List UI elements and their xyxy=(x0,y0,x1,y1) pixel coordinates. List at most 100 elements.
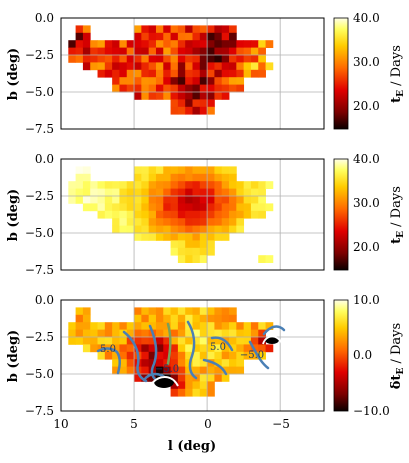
heatmap-cell xyxy=(82,188,91,197)
heatmap-cell xyxy=(185,381,193,390)
heatmap-cell xyxy=(199,47,208,56)
cbar-top-tick-30: 30.0 xyxy=(353,55,380,69)
heatmap-cell xyxy=(229,173,237,182)
heatmap-cell xyxy=(97,196,106,204)
heatmap-cell xyxy=(134,166,142,175)
heatmap-cell xyxy=(141,188,150,197)
heatmap-cell xyxy=(170,307,179,316)
heatmap-cell xyxy=(199,337,208,345)
heatmap-cell xyxy=(148,77,157,85)
heatmap-cell xyxy=(155,351,164,360)
heatmap-cell xyxy=(221,32,230,41)
heatmap-cell xyxy=(229,84,237,93)
heatmap-cell xyxy=(229,314,237,323)
heatmap-cell xyxy=(170,84,179,93)
heatmap-cell xyxy=(155,32,164,41)
heatmap-cell xyxy=(192,240,201,249)
cbar-mid-label-sub: E xyxy=(396,231,406,238)
heatmap-cell xyxy=(141,218,150,226)
heatmap-cell xyxy=(134,196,142,204)
heatmap-cell xyxy=(141,366,150,375)
heatmap-cell xyxy=(236,218,245,226)
heatmap-cell xyxy=(185,314,193,323)
heatmap-cell xyxy=(185,329,193,338)
heatmap-cell xyxy=(141,344,150,353)
heatmap-cell xyxy=(170,381,179,390)
heatmap-cell xyxy=(250,40,259,48)
heatmap-cell xyxy=(134,374,142,382)
heatmap-cell xyxy=(229,203,237,212)
heatmap-cell xyxy=(155,181,164,189)
heatmap-cell xyxy=(258,55,266,63)
heatmap-cell xyxy=(185,240,193,249)
heatmap-cell xyxy=(265,62,274,71)
heatmap-cell xyxy=(185,84,193,93)
heatmap-cell xyxy=(170,166,179,175)
heatmap-cell xyxy=(104,55,113,63)
heatmap-cell xyxy=(170,106,179,115)
heatmap-cell xyxy=(134,69,142,78)
heatmap-cell xyxy=(148,314,157,323)
heatmap-cell xyxy=(112,47,120,56)
ylabel-top: b (deg) xyxy=(6,48,21,100)
heatmap-cell xyxy=(112,359,120,367)
heatmap-cell xyxy=(214,55,223,63)
heatmap-cell xyxy=(119,225,128,234)
heatmap-cell xyxy=(170,77,179,85)
heatmap-cell xyxy=(126,337,135,345)
heatmap-cell xyxy=(170,359,179,367)
heatmap-cell xyxy=(119,218,128,226)
heatmap-cell xyxy=(170,329,179,338)
heatmap-cell xyxy=(192,99,201,108)
heatmap-cell xyxy=(134,210,142,219)
heatmap-cell xyxy=(258,337,266,345)
heatmap-cell xyxy=(155,307,164,316)
heatmap-cell xyxy=(75,32,84,41)
heatmap-cell xyxy=(126,40,135,48)
heatmap-cell xyxy=(229,351,237,360)
heatmap-cell xyxy=(155,188,164,197)
heatmap-cell xyxy=(119,40,128,48)
heatmap-cell xyxy=(141,329,150,338)
heatmap-cell xyxy=(192,173,201,182)
heatmap-cell xyxy=(119,329,128,338)
heatmap-cell xyxy=(250,210,259,219)
heatmap-cell xyxy=(192,344,201,353)
heatmap-cell xyxy=(155,233,164,241)
panel-bottom-frame xyxy=(60,299,325,412)
heatmap-cell xyxy=(119,47,128,56)
heatmap-cell xyxy=(97,181,106,189)
heatmap-cell xyxy=(199,77,208,85)
heatmap-cell xyxy=(207,218,215,226)
heatmap-cell xyxy=(250,329,259,338)
heatmap-cell xyxy=(177,173,186,182)
heatmap-cell xyxy=(155,62,164,71)
ytick-bot-1: −2.5 xyxy=(25,330,54,344)
heatmap-cell xyxy=(199,388,208,397)
heatmap-cell xyxy=(148,210,157,219)
heatmap-cell xyxy=(214,69,223,78)
heatmap-cell xyxy=(97,329,106,338)
heatmap-cell xyxy=(112,55,120,63)
heatmap-cell xyxy=(185,32,193,41)
heatmap-cell xyxy=(185,173,193,182)
cbar-mid-label-main: t xyxy=(389,238,404,244)
heatmap-cell xyxy=(258,196,266,204)
ytick-bot-2: −5.0 xyxy=(25,367,54,381)
heatmap-cell xyxy=(221,196,230,204)
heatmap-cell xyxy=(75,47,84,56)
heatmap-cell xyxy=(163,233,171,241)
heatmap-cell xyxy=(82,32,91,41)
heatmap-cell xyxy=(177,307,186,316)
heatmap-cell xyxy=(214,307,223,316)
heatmap-cell xyxy=(192,359,201,367)
heatmap-cell xyxy=(236,344,245,353)
heatmap-cell xyxy=(185,166,193,175)
heatmap-cell xyxy=(82,55,91,63)
heatmap-cell xyxy=(126,47,135,56)
heatmap-cell xyxy=(112,188,120,197)
heatmap-cell xyxy=(185,25,193,34)
heatmap-cell xyxy=(97,40,106,48)
cbar-bot-tick-0: 0.0 xyxy=(353,348,372,362)
heatmap-cell xyxy=(250,337,259,345)
